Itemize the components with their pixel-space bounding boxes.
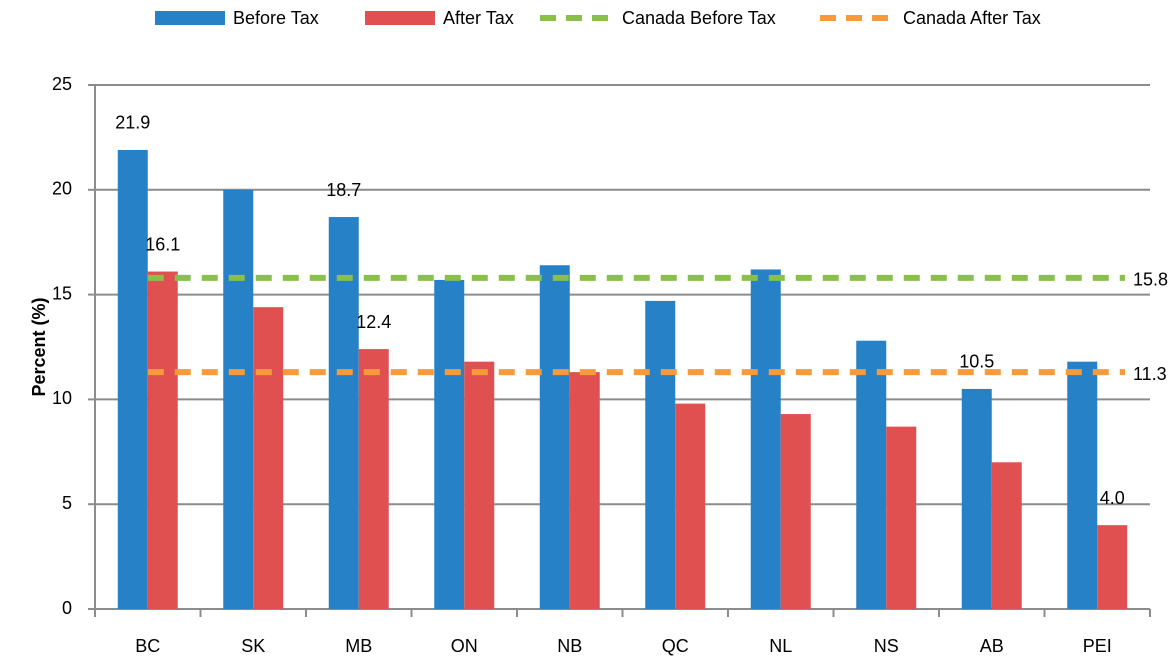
data-label: 4.0 (1100, 488, 1125, 508)
legend-label: Canada Before Tax (622, 8, 776, 28)
bar (991, 462, 1022, 609)
x-tick-label: BC (135, 636, 160, 656)
bar (886, 426, 917, 609)
reference-label: 15.8 (1133, 270, 1168, 290)
y-axis-title: Percent (%) (29, 297, 49, 396)
bar (780, 414, 811, 609)
y-tick-label: 0 (62, 598, 72, 618)
bar (1097, 525, 1128, 609)
y-tick-label: 10 (52, 388, 72, 408)
y-tick-label: 15 (52, 283, 72, 303)
bar (147, 271, 178, 609)
data-label: 21.9 (115, 113, 150, 133)
reference-label: 11.3 (1133, 364, 1167, 384)
legend-label: Before Tax (233, 8, 319, 28)
bar (675, 403, 706, 609)
legend-swatch (365, 11, 435, 25)
x-tick-label: SK (241, 636, 265, 656)
y-tick-label: 20 (52, 179, 72, 199)
data-label: 16.1 (145, 234, 180, 254)
bar (117, 149, 148, 609)
bar (223, 189, 254, 610)
bar (358, 349, 389, 609)
x-tick-label: AB (980, 636, 1004, 656)
x-tick-label: ON (451, 636, 478, 656)
bar (1067, 361, 1098, 609)
data-label: 18.7 (326, 180, 361, 200)
bar (750, 269, 781, 609)
y-tick-label: 5 (62, 493, 72, 513)
x-tick-label: MB (345, 636, 372, 656)
bar (645, 300, 676, 609)
bar (569, 372, 600, 609)
bar (434, 279, 465, 609)
bar (856, 340, 887, 609)
bar (253, 307, 284, 609)
x-tick-label: NL (769, 636, 792, 656)
legend-label: Canada After Tax (903, 8, 1041, 28)
x-tick-label: PEI (1083, 636, 1112, 656)
bar (328, 217, 359, 609)
bar (961, 388, 992, 609)
data-label: 10.5 (959, 352, 994, 372)
y-tick-label: 25 (52, 74, 72, 94)
bar (464, 361, 495, 609)
legend-label: After Tax (443, 8, 514, 28)
data-label: 12.4 (356, 312, 391, 332)
x-tick-label: NS (874, 636, 899, 656)
x-tick-label: NB (557, 636, 582, 656)
x-tick-label: QC (662, 636, 689, 656)
legend-swatch (155, 11, 225, 25)
bar (539, 265, 570, 609)
